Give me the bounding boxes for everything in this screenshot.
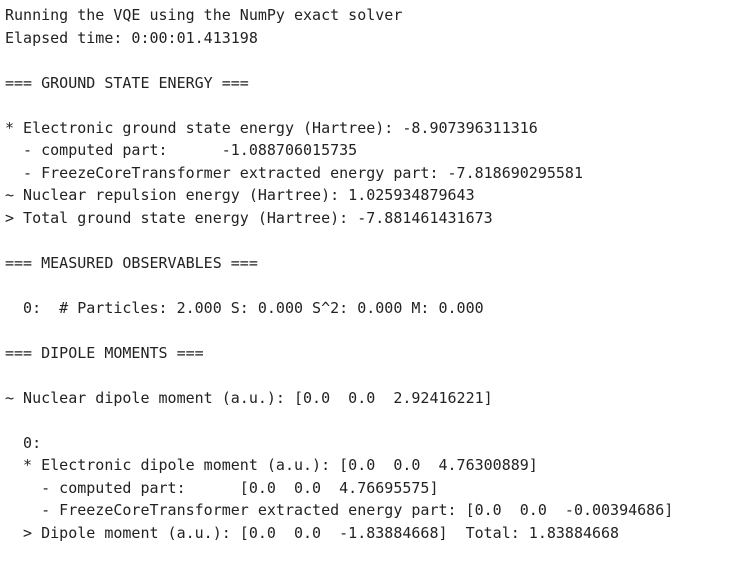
dipole-freezecore-part: - FreezeCoreTransformer extracted energy… xyxy=(5,501,674,519)
section-header-ground-state-energy: === GROUND STATE ENERGY === xyxy=(5,73,249,92)
dipole-index-label: 0: xyxy=(5,433,42,452)
nuclear-repulsion-energy: ~ Nuclear repulsion energy (Hartree): 1.… xyxy=(5,186,475,204)
electronic-dipole-moment: * Electronic dipole moment (a.u.): [0.0 … xyxy=(5,456,538,474)
blank-line xyxy=(5,229,745,252)
observables-row: 0: # Particles: 2.000 S: 0.000 S^2: 0.00… xyxy=(5,298,484,317)
electronic-ground-state-energy: * Electronic ground state energy (Hartre… xyxy=(5,118,538,137)
blank-line xyxy=(5,49,745,72)
status-line-running: Running the VQE using the NumPy exact so… xyxy=(5,6,403,24)
nuclear-dipole-moment: ~ Nuclear dipole moment (a.u.): [0.0 0.0… xyxy=(5,388,493,407)
status-line-elapsed-time: Elapsed time: 0:00:01.413198 xyxy=(5,28,258,47)
dipole-moment-total: > Dipole moment (a.u.): [0.0 0.0 -1.8388… xyxy=(5,523,620,542)
console-output: Running the VQE using the NumPy exact so… xyxy=(5,4,745,544)
blank-line xyxy=(5,274,745,297)
total-ground-state-energy: > Total ground state energy (Hartree): -… xyxy=(5,208,493,227)
energy-computed-part: - computed part: -1.088706015735 xyxy=(5,141,358,159)
section-header-measured-observables: === MEASURED OBSERVABLES === xyxy=(5,253,258,272)
blank-line xyxy=(5,94,745,117)
dipole-computed-part: - computed part: [0.0 0.0 4.76695575] xyxy=(5,478,439,497)
energy-freezecore-part: - FreezeCoreTransformer extracted energy… xyxy=(5,163,583,182)
blank-line xyxy=(5,364,745,387)
blank-line xyxy=(5,409,745,432)
blank-line xyxy=(5,319,745,342)
section-header-dipole-moments: === DIPOLE MOMENTS === xyxy=(5,343,204,362)
